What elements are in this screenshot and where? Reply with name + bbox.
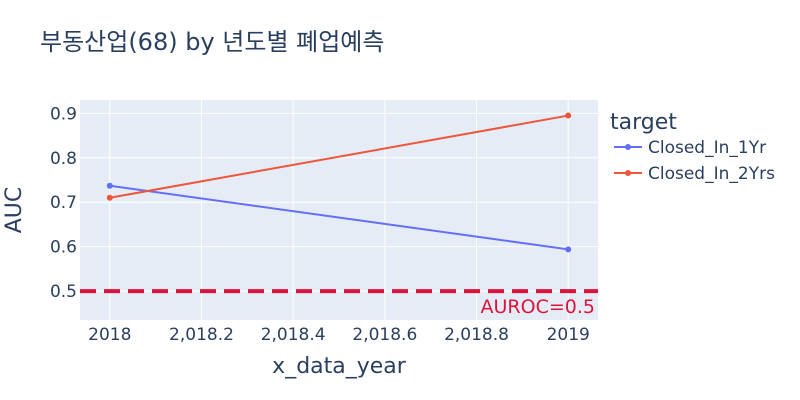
reference-line-group: AUROC=0.5 [80, 289, 598, 318]
legend-marker-1 [625, 170, 631, 176]
legend-label-0: Closed_In_1Yr [648, 138, 766, 158]
x-tick-label-1: 2,018.2 [169, 325, 234, 345]
series-line-1 [109, 114, 569, 199]
x-tick-label-2: 2,018.4 [261, 325, 326, 345]
x-tick-label-5: 2019 [547, 325, 590, 345]
y-tick-label-3: 0.8 [50, 149, 77, 169]
data-point-1-0 [106, 194, 113, 201]
x-axis-title: x_data_year [272, 354, 407, 379]
y-tick-label-1: 0.6 [50, 238, 77, 258]
reference-line-label: AUROC=0.5 [481, 296, 595, 318]
data-point-1-1 [565, 112, 572, 119]
data-point-0-1 [565, 246, 572, 253]
legend-title: target [610, 110, 677, 135]
y-tick-label-2: 0.7 [50, 193, 77, 213]
x-tick-label-3: 2,018.6 [352, 325, 417, 345]
series-line-0 [109, 184, 569, 251]
legend-marker-0 [625, 144, 631, 150]
x-tick-label-0: 2018 [88, 325, 131, 345]
x-axis-ticks: 2018 2,018.2 2,018.4 2,018.6 2,018.8 2019 [88, 325, 590, 345]
x-tick-label-4: 2,018.8 [444, 325, 509, 345]
series-group [106, 112, 572, 253]
chart-title: 부동산업(68) by 년도별 폐업예측 [40, 28, 384, 56]
plot-area [80, 100, 598, 320]
data-point-0-0 [106, 182, 113, 189]
y-axis-ticks: 0.5 0.6 0.7 0.8 0.9 [50, 104, 77, 302]
legend: target Closed_In_1Yr Closed_In_2Yrs [610, 110, 775, 184]
y-tick-label-0: 0.5 [50, 282, 77, 302]
y-tick-label-4: 0.9 [50, 104, 77, 124]
y-axis-title: AUC [2, 187, 27, 234]
legend-label-1: Closed_In_2Yrs [648, 164, 775, 184]
